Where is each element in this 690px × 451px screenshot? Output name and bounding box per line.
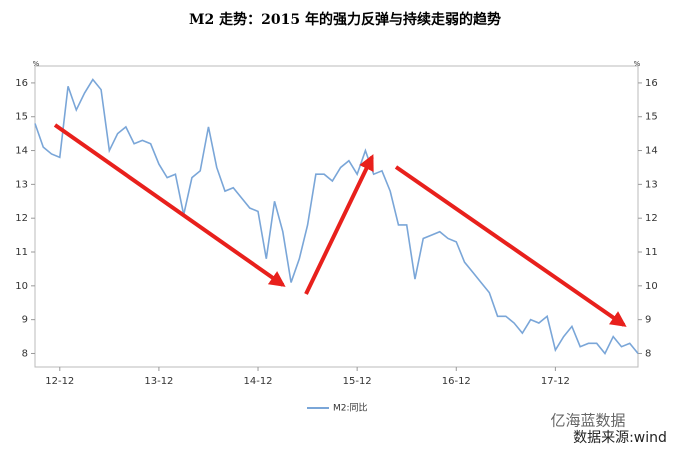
y2-tick-label: 11: [645, 247, 658, 258]
y-tick-label: 12: [15, 213, 28, 224]
x-tick-label: 15-12: [343, 376, 372, 387]
y2-tick-label: 16: [645, 78, 658, 89]
y-tick-label: 10: [15, 281, 28, 292]
y2-tick-label: 9: [645, 315, 651, 326]
y2-tick-label: 15: [645, 112, 658, 123]
data-line: [34, 78, 639, 355]
x-tick-label: 17-12: [541, 376, 570, 387]
trend-arrows: [53, 123, 627, 327]
y-tick-label: 8: [22, 348, 28, 359]
plot-area: [34, 65, 639, 368]
y2-tick-label: 13: [645, 179, 658, 190]
x-tick-label: 13-12: [144, 376, 173, 387]
y-unit: %: [33, 60, 40, 68]
y2-unit: %: [634, 60, 641, 68]
y-tick-label: 16: [15, 78, 28, 89]
y2-tick-label: 10: [645, 281, 658, 292]
chart-title: M2 走势：2015 年的强力反弹与持续走弱的趋势: [189, 11, 501, 28]
arrow: [53, 123, 286, 287]
legend-label: M2:同比: [333, 402, 368, 414]
x-tick-label: 14-12: [243, 376, 272, 387]
x-tick-label: 12-12: [45, 376, 74, 387]
y-tick-label: 15: [15, 112, 28, 123]
x-tick-label: 16-12: [442, 376, 471, 387]
y2-tick-label: 12: [645, 213, 658, 224]
y-tick-label: 13: [15, 179, 28, 190]
watermark: 亿海蓝数据: [550, 412, 625, 430]
y-tick-label: 9: [22, 315, 28, 326]
arrow: [304, 154, 374, 295]
arrow: [394, 165, 627, 327]
y-tick-label: 14: [15, 146, 28, 157]
y2-tick-label: 14: [645, 146, 658, 157]
y2-tick-label: 8: [645, 348, 651, 359]
source: 数据来源:wind: [573, 430, 667, 446]
y-tick-label: 11: [15, 247, 28, 258]
